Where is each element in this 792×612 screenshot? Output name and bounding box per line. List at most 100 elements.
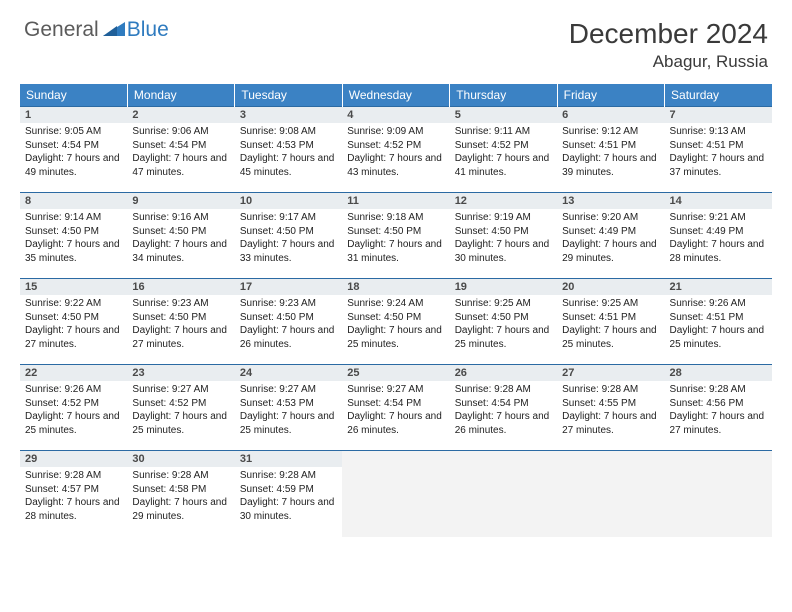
calendar-cell: 19Sunrise: 9:25 AMSunset: 4:50 PMDayligh…: [450, 279, 557, 365]
calendar-cell: 11Sunrise: 9:18 AMSunset: 4:50 PMDayligh…: [342, 193, 449, 279]
calendar-cell: [342, 451, 449, 537]
day-cell: 12 Sunrise: 9:19 AMSunset: 4:50 PMDayligh…: [450, 193, 557, 278]
calendar-cell: 28Sunrise: 9:28 AMSunset: 4:56 PMDayligh…: [665, 365, 772, 451]
weekday-header-row: Sunday Monday Tuesday Wednesday Thursday…: [20, 84, 772, 107]
sunset-line: Sunset: 4:56 PM: [670, 397, 767, 411]
sunset-line: Sunset: 4:50 PM: [25, 225, 122, 239]
calendar-cell: 7Sunrise: 9:13 AMSunset: 4:51 PMDaylight…: [665, 107, 772, 193]
day-info: Sunrise: 9:14 AMSunset: 4:50 PMDaylight:…: [25, 211, 122, 265]
sunrise-line: Sunrise: 9:27 AM: [347, 383, 444, 397]
calendar-cell: 1 Sunrise: 9:05 AMSunset: 4:54 PMDaylight…: [20, 107, 127, 193]
day-cell: 5Sunrise: 9:11 AMSunset: 4:52 PMDaylight…: [450, 107, 557, 192]
sunrise-line: Sunrise: 9:28 AM: [562, 383, 659, 397]
day-info: Sunrise: 9:17 AMSunset: 4:50 PMDaylight:…: [240, 211, 337, 265]
weekday-header: Wednesday: [342, 84, 449, 107]
daylight-line: Daylight: 7 hours and 28 minutes.: [25, 496, 122, 523]
day-info: Sunrise: 9:19 AMSunset: 4:50 PMDaylight:…: [455, 211, 552, 265]
calendar-cell: 17Sunrise: 9:23 AMSunset: 4:50 PMDayligh…: [235, 279, 342, 365]
sunrise-line: Sunrise: 9:14 AM: [25, 211, 122, 225]
day-number: 16: [127, 279, 234, 295]
sunset-line: Sunset: 4:51 PM: [670, 311, 767, 325]
day-number: 9: [127, 193, 234, 209]
day-cell: 15Sunrise: 9:22 AMSunset: 4:50 PMDayligh…: [20, 279, 127, 364]
daylight-line: Daylight: 7 hours and 26 minutes.: [240, 324, 337, 351]
daylight-line: Daylight: 7 hours and 27 minutes.: [132, 324, 229, 351]
calendar-week-row: 8Sunrise: 9:14 AMSunset: 4:50 PMDaylight…: [20, 193, 772, 279]
sunset-line: Sunset: 4:54 PM: [132, 139, 229, 153]
day-number: 15: [20, 279, 127, 295]
sunset-line: Sunset: 4:54 PM: [25, 139, 122, 153]
day-number: 11: [342, 193, 449, 209]
day-cell: 3Sunrise: 9:08 AMSunset: 4:53 PMDaylight…: [235, 107, 342, 192]
day-info: Sunrise: 9:28 AMSunset: 4:58 PMDaylight:…: [132, 469, 229, 523]
day-cell: 31Sunrise: 9:28 AMSunset: 4:59 PMDayligh…: [235, 451, 342, 537]
day-info: Sunrise: 9:06 AMSunset: 4:54 PMDaylight:…: [132, 125, 229, 179]
sunset-line: Sunset: 4:51 PM: [670, 139, 767, 153]
page-title: December 2024: [569, 18, 768, 50]
logo-triangle-icon: [103, 20, 125, 41]
day-info: Sunrise: 9:26 AMSunset: 4:52 PMDaylight:…: [25, 383, 122, 437]
calendar-cell: 30 Sunrise: 9:28 AMSunset: 4:58 PMDayligh…: [127, 451, 234, 537]
weekday-header: Friday: [557, 84, 664, 107]
sunrise-line: Sunrise: 9:23 AM: [132, 297, 229, 311]
day-cell: 2Sunrise: 9:06 AMSunset: 4:54 PMDaylight…: [127, 107, 234, 192]
calendar-cell: 8 Sunrise: 9:14 AMSunset: 4:50 PMDaylight…: [20, 193, 127, 279]
sunrise-line: Sunrise: 9:11 AM: [455, 125, 552, 139]
calendar-cell: 23Sunrise: 9:27 AMSunset: 4:52 PMDayligh…: [127, 365, 234, 451]
day-number: 1: [20, 107, 127, 123]
sunset-line: Sunset: 4:59 PM: [240, 483, 337, 497]
sunrise-line: Sunrise: 9:05 AM: [25, 125, 122, 139]
sunset-line: Sunset: 4:50 PM: [347, 311, 444, 325]
day-number: 6: [557, 107, 664, 123]
calendar-cell: [665, 451, 772, 537]
sunset-line: Sunset: 4:51 PM: [562, 139, 659, 153]
sunrise-line: Sunrise: 9:24 AM: [347, 297, 444, 311]
day-number: 22: [20, 365, 127, 381]
sunrise-line: Sunrise: 9:27 AM: [240, 383, 337, 397]
daylight-line: Daylight: 7 hours and 49 minutes.: [25, 152, 122, 179]
sunset-line: Sunset: 4:52 PM: [455, 139, 552, 153]
daylight-line: Daylight: 7 hours and 25 minutes.: [455, 324, 552, 351]
daylight-line: Daylight: 7 hours and 27 minutes.: [562, 410, 659, 437]
calendar-cell: 16 Sunrise: 9:23 AMSunset: 4:50 PMDayligh…: [127, 279, 234, 365]
day-info: Sunrise: 9:27 AMSunset: 4:52 PMDaylight:…: [132, 383, 229, 437]
daylight-line: Daylight: 7 hours and 25 minutes.: [347, 324, 444, 351]
day-info: Sunrise: 9:23 AMSunset: 4:50 PMDaylight:…: [132, 297, 229, 351]
day-number: 25: [342, 365, 449, 381]
sunrise-line: Sunrise: 9:28 AM: [240, 469, 337, 483]
day-number: 30: [127, 451, 234, 467]
sunrise-line: Sunrise: 9:06 AM: [132, 125, 229, 139]
daylight-line: Daylight: 7 hours and 29 minutes.: [132, 496, 229, 523]
day-info: Sunrise: 9:08 AMSunset: 4:53 PMDaylight:…: [240, 125, 337, 179]
day-cell: 18Sunrise: 9:24 AMSunset: 4:50 PMDayligh…: [342, 279, 449, 364]
weekday-header: Sunday: [20, 84, 127, 107]
day-cell: 20Sunrise: 9:25 AMSunset: 4:51 PMDayligh…: [557, 279, 664, 364]
calendar-cell: 5Sunrise: 9:11 AMSunset: 4:52 PMDaylight…: [450, 107, 557, 193]
sunrise-line: Sunrise: 9:25 AM: [562, 297, 659, 311]
day-info: Sunrise: 9:20 AMSunset: 4:49 PMDaylight:…: [562, 211, 659, 265]
daylight-line: Daylight: 7 hours and 39 minutes.: [562, 152, 659, 179]
sunset-line: Sunset: 4:52 PM: [132, 397, 229, 411]
day-info: Sunrise: 9:28 AMSunset: 4:57 PMDaylight:…: [25, 469, 122, 523]
sunrise-line: Sunrise: 9:12 AM: [562, 125, 659, 139]
day-info: Sunrise: 9:23 AMSunset: 4:50 PMDaylight:…: [240, 297, 337, 351]
day-cell: 10Sunrise: 9:17 AMSunset: 4:50 PMDayligh…: [235, 193, 342, 278]
calendar-cell: 10Sunrise: 9:17 AMSunset: 4:50 PMDayligh…: [235, 193, 342, 279]
calendar-cell: 22 Sunrise: 9:26 AMSunset: 4:52 PMDayligh…: [20, 365, 127, 451]
sunrise-line: Sunrise: 9:21 AM: [670, 211, 767, 225]
calendar-week-row: 22 Sunrise: 9:26 AMSunset: 4:52 PMDayligh…: [20, 365, 772, 451]
calendar-week-row: 1Sunrise: 9:05 AMSunset: 4:54 PMDaylight…: [20, 107, 772, 193]
day-info: Sunrise: 9:11 AMSunset: 4:52 PMDaylight:…: [455, 125, 552, 179]
logo-text-general: General: [24, 18, 99, 42]
daylight-line: Daylight: 7 hours and 33 minutes.: [240, 238, 337, 265]
day-number: 12: [450, 193, 557, 209]
day-info: Sunrise: 9:09 AMSunset: 4:52 PMDaylight:…: [347, 125, 444, 179]
day-number: 8: [20, 193, 127, 209]
daylight-line: Daylight: 7 hours and 26 minutes.: [455, 410, 552, 437]
sunrise-line: Sunrise: 9:18 AM: [347, 211, 444, 225]
day-cell: 14Sunrise: 9:21 AMSunset: 4:49 PMDayligh…: [665, 193, 772, 278]
calendar-cell: [557, 451, 664, 537]
calendar-cell: 31Sunrise: 9:28 AMSunset: 4:59 PMDayligh…: [235, 451, 342, 537]
daylight-line: Daylight: 7 hours and 25 minutes.: [670, 324, 767, 351]
sunrise-line: Sunrise: 9:25 AM: [455, 297, 552, 311]
